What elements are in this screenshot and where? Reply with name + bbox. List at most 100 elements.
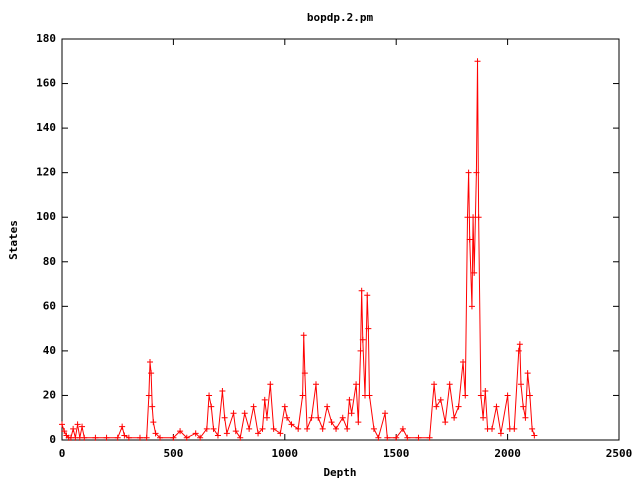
point-marker xyxy=(81,434,88,441)
point-marker xyxy=(365,325,372,332)
point-marker xyxy=(230,410,237,417)
point-marker xyxy=(455,403,462,410)
point-marker xyxy=(515,347,522,354)
point-marker xyxy=(470,214,477,221)
point-marker xyxy=(74,421,81,428)
point-marker xyxy=(480,414,487,421)
x-axis-label: Depth xyxy=(323,466,356,479)
point-marker xyxy=(183,434,190,441)
point-marker xyxy=(143,434,150,441)
point-marker xyxy=(529,425,536,432)
point-marker xyxy=(355,419,362,426)
point-marker xyxy=(471,269,478,276)
point-marker xyxy=(246,425,253,432)
point-marker xyxy=(149,403,156,410)
point-marker xyxy=(147,359,154,366)
point-marker xyxy=(304,425,311,432)
plot-frame xyxy=(61,38,620,441)
point-marker xyxy=(328,419,335,426)
point-marker xyxy=(333,425,340,432)
point-marker xyxy=(482,387,489,394)
point-marker xyxy=(92,434,99,441)
point-marker xyxy=(511,425,518,432)
point-marker xyxy=(232,428,239,435)
point-marker xyxy=(431,381,438,388)
point-marker xyxy=(301,370,308,377)
point-marker xyxy=(426,434,433,441)
point-marker xyxy=(399,425,406,432)
point-marker xyxy=(437,396,444,403)
point-marker xyxy=(121,432,128,439)
point-marker xyxy=(79,423,86,430)
data-line xyxy=(61,61,535,440)
point-marker xyxy=(489,425,496,432)
point-marker xyxy=(446,381,453,388)
point-marker xyxy=(125,434,132,441)
y-tick-label: 20 xyxy=(43,388,56,401)
point-marker xyxy=(468,303,475,310)
y-tick-label: 60 xyxy=(43,299,56,312)
y-tick-label: 140 xyxy=(36,121,56,134)
point-marker xyxy=(477,392,484,399)
x-tick-label: 0 xyxy=(59,447,66,460)
point-marker xyxy=(524,370,531,377)
point-marker xyxy=(370,425,377,432)
point-marker xyxy=(339,414,346,421)
x-tick-label: 1500 xyxy=(383,447,410,460)
point-marker xyxy=(493,403,500,410)
point-marker xyxy=(366,392,373,399)
point-marker xyxy=(152,430,159,437)
point-marker xyxy=(404,434,411,441)
y-tick-label: 0 xyxy=(49,433,56,446)
point-marker xyxy=(382,410,389,417)
point-marker xyxy=(241,410,248,417)
point-marker xyxy=(119,423,126,430)
y-tick-label: 120 xyxy=(36,166,56,179)
point-marker xyxy=(315,414,322,421)
x-tick-label: 2500 xyxy=(606,447,633,460)
point-marker xyxy=(288,421,295,428)
point-marker xyxy=(281,403,288,410)
point-marker xyxy=(359,336,366,343)
point-marker xyxy=(295,425,302,432)
y-tick-label: 180 xyxy=(36,32,56,45)
point-marker xyxy=(206,392,213,399)
point-marker xyxy=(223,430,230,437)
point-marker xyxy=(261,396,268,403)
point-marker xyxy=(344,425,351,432)
point-marker xyxy=(148,370,155,377)
point-marker xyxy=(150,419,157,426)
point-marker xyxy=(346,396,353,403)
point-marker xyxy=(462,392,469,399)
point-marker xyxy=(384,434,391,441)
point-marker xyxy=(353,381,360,388)
point-marker xyxy=(208,403,215,410)
point-marker xyxy=(177,428,184,435)
point-marker xyxy=(267,381,274,388)
chart-title: bopdp.2.pm xyxy=(307,11,374,24)
x-tick-label: 1000 xyxy=(272,447,299,460)
point-marker xyxy=(219,387,226,394)
point-marker xyxy=(277,430,284,437)
point-marker xyxy=(170,434,177,441)
point-marker xyxy=(451,414,458,421)
point-marker xyxy=(210,425,217,432)
point-marker xyxy=(433,403,440,410)
point-marker xyxy=(157,434,164,441)
point-marker xyxy=(255,430,262,437)
point-marker xyxy=(504,392,511,399)
point-marker xyxy=(324,403,331,410)
point-marker xyxy=(214,432,221,439)
y-tick-label: 40 xyxy=(43,344,56,357)
point-marker xyxy=(516,341,523,348)
x-tick-label: 2000 xyxy=(494,447,521,460)
point-marker xyxy=(520,403,527,410)
y-tick-label: 80 xyxy=(43,255,56,268)
point-marker xyxy=(466,236,473,243)
y-axis-label: States xyxy=(7,220,20,260)
point-marker xyxy=(237,434,244,441)
point-marker xyxy=(526,392,533,399)
point-marker xyxy=(357,347,364,354)
point-marker xyxy=(299,392,306,399)
